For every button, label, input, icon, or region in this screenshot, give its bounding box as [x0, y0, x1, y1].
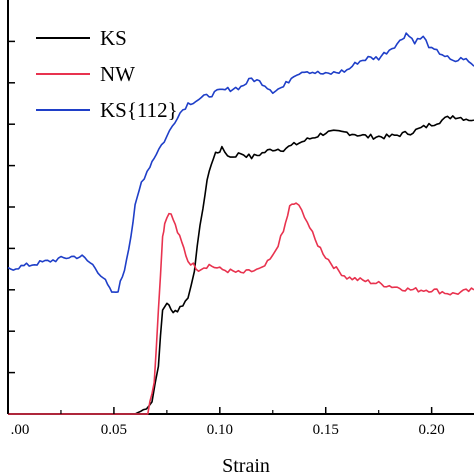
legend-label: KS{112}	[100, 98, 178, 122]
x-axis-title: Strain	[222, 455, 270, 474]
x-tick-label: 0.15	[313, 422, 339, 438]
legend-label: NW	[100, 62, 135, 86]
series-line-ks	[8, 115, 474, 415]
x-tick-label: 0.10	[207, 422, 233, 438]
legend-label: KS	[100, 26, 127, 50]
legend: KS NW KS{112}	[36, 26, 178, 122]
x-tick-label: 0.20	[419, 422, 445, 438]
series-line-ks-112-	[7, 32, 474, 294]
series-layer	[7, 32, 474, 415]
series-line-nw	[8, 202, 474, 415]
y-axis	[8, 40, 15, 374]
x-axis: .00 0.05 0.10 0.15 0.20	[7, 407, 445, 438]
x-tick-label: .00	[11, 422, 30, 438]
plot-frame	[7, 0, 474, 415]
x-tick-label: 0.05	[101, 422, 127, 438]
